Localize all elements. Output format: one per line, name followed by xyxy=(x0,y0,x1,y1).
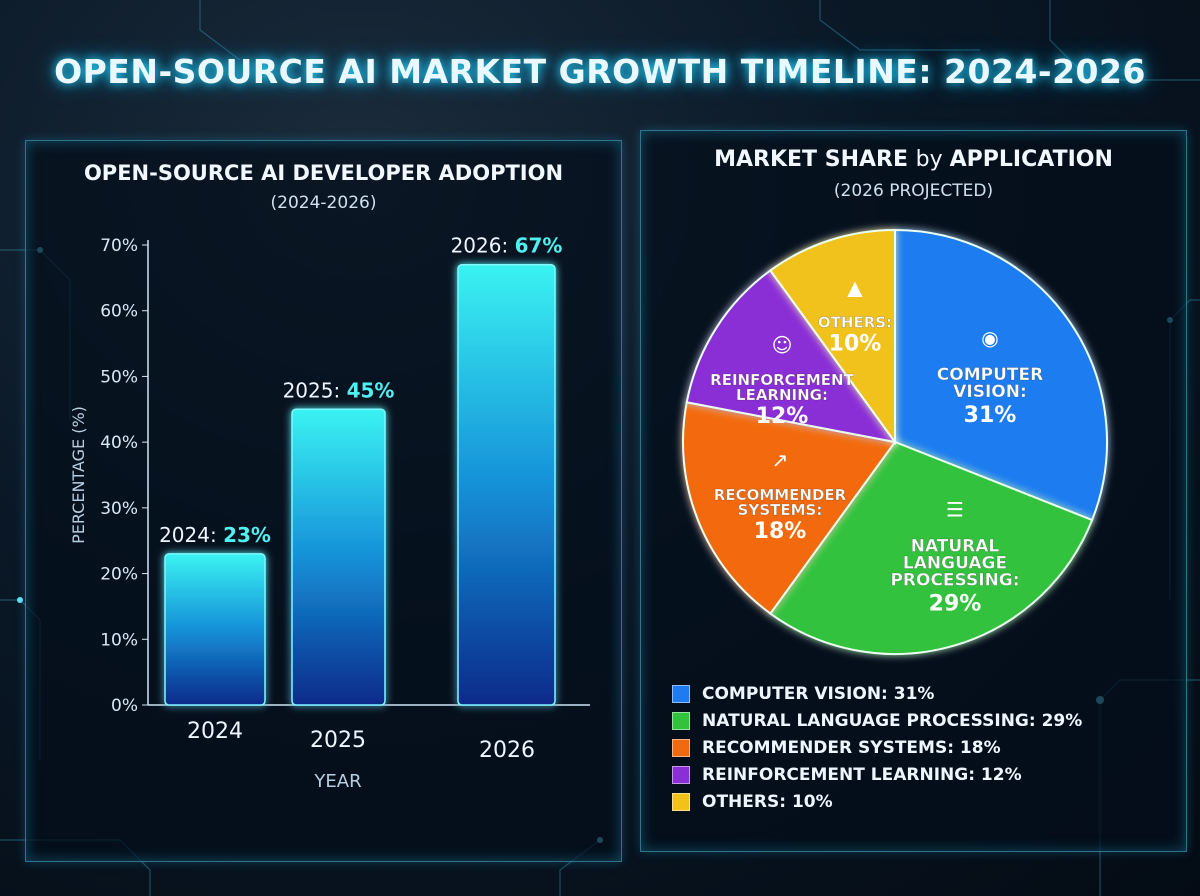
x-axis-label: YEAR xyxy=(313,771,361,792)
bar-2025 xyxy=(291,408,386,706)
pie-chart-title: MARKET SHARE by APPLICATION xyxy=(641,147,1186,172)
pie-slice-value: 31% xyxy=(964,403,1017,428)
trend-up-icon: ↗ xyxy=(772,448,789,472)
x-tick-label: 2025 xyxy=(310,728,366,753)
bar-chart-subtitle: (2024-2026) xyxy=(270,193,377,213)
y-tick-label: 50% xyxy=(100,367,138,387)
pie-slice-label: SYSTEMS: xyxy=(738,501,823,519)
legend-label: REINFORCEMENT LEARNING: 12% xyxy=(702,764,1022,785)
bar-2026 xyxy=(457,263,556,706)
pie-legend: COMPUTER VISION: 31% NATURAL LANGUAGE PRO… xyxy=(672,680,1082,815)
bar-chart-title: OPEN-SOURCE AI DEVELOPER ADOPTION xyxy=(83,161,564,185)
pie-title-part: MARKET SHARE xyxy=(714,147,916,172)
bar-label-value: 67% xyxy=(515,234,563,258)
y-axis-label: PERCENTAGE (%) xyxy=(69,406,88,544)
person-icon: ▲ xyxy=(847,276,863,300)
pie-slice-label: RECOMMENDER xyxy=(714,486,847,504)
pie-slice-label: OTHERS: xyxy=(818,314,892,332)
legend-label: COMPUTER VISION: 31% xyxy=(702,683,935,704)
y-tick-label: 70% xyxy=(100,236,138,256)
pie-slice-label: COMPUTER xyxy=(937,365,1043,385)
brain-head-icon: ☺ xyxy=(772,333,793,357)
legend-label: NATURAL LANGUAGE PROCESSING: 29% xyxy=(702,710,1083,731)
y-tick-label: 30% xyxy=(100,499,138,519)
pie-slice-2 xyxy=(682,401,897,615)
pie-slice-label: LANGUAGE xyxy=(903,554,1007,574)
bar-data-label: 2024: 23% xyxy=(159,523,271,547)
pie-slice-label: PROCESSING: xyxy=(890,571,1019,591)
bar-2024 xyxy=(164,553,266,706)
y-tick-label: 10% xyxy=(100,630,138,650)
pie-slice-value: 10% xyxy=(829,332,882,357)
pie-slice-value: 29% xyxy=(929,592,982,617)
legend-label: OTHERS: 10% xyxy=(702,791,833,812)
legend-item: COMPUTER VISION: 31% xyxy=(672,680,1082,707)
bar-label-year: 2026: xyxy=(451,234,515,258)
document-icon: ☰ xyxy=(946,498,964,522)
main-title: OPEN-SOURCE AI MARKET GROWTH TIMELINE: 2… xyxy=(54,52,1146,91)
pie-slice-4 xyxy=(768,228,896,446)
eye-icon: ◉ xyxy=(981,326,998,350)
pie-slice-value: 18% xyxy=(754,519,807,544)
y-tick-label: 20% xyxy=(100,565,138,585)
pie-slice-1 xyxy=(768,440,1094,655)
bar-label-value: 23% xyxy=(223,523,271,547)
pie-chart-subtitle: (2026 PROJECTED) xyxy=(833,181,994,201)
pie-slice-label: REINFORCEMENT xyxy=(710,371,854,389)
legend-item: OTHERS: 10% xyxy=(672,788,1082,815)
pie-slice-3 xyxy=(685,269,898,444)
legend-item: NATURAL LANGUAGE PROCESSING: 29% xyxy=(672,707,1082,734)
pie-slice-label: VISION: xyxy=(953,382,1027,402)
legend-swatch xyxy=(672,684,690,703)
legend-swatch xyxy=(672,765,690,784)
bar-label-year: 2025: xyxy=(283,378,347,402)
legend-item: RECOMMENDER SYSTEMS: 18% xyxy=(672,734,1082,761)
bar-label-year: 2024: xyxy=(159,523,223,547)
legend-item: REINFORCEMENT LEARNING: 12% xyxy=(672,761,1082,788)
bar-data-label: 2026: 67% xyxy=(451,234,563,258)
pie-slice-label: NATURAL xyxy=(911,537,1000,557)
x-tick-label: 2026 xyxy=(479,738,535,763)
x-tick-label: 2024 xyxy=(187,719,243,744)
legend-swatch xyxy=(672,738,690,757)
pie-slice-label: LEARNING: xyxy=(736,386,828,404)
y-tick-label: 60% xyxy=(100,302,138,322)
legend-swatch xyxy=(672,711,690,730)
pie-title-part: by xyxy=(915,147,950,172)
y-tick-label: 40% xyxy=(100,433,138,453)
y-tick-label: 0% xyxy=(111,696,138,716)
bar-data-label: 2025: 45% xyxy=(283,378,395,402)
legend-swatch xyxy=(672,792,690,811)
pie-slice-value: 12% xyxy=(756,404,809,429)
legend-label: RECOMMENDER SYSTEMS: 18% xyxy=(702,737,1001,758)
bar-label-value: 45% xyxy=(347,378,395,402)
pie-slice-0 xyxy=(894,228,1108,522)
pie-title-part: APPLICATION xyxy=(949,147,1113,172)
